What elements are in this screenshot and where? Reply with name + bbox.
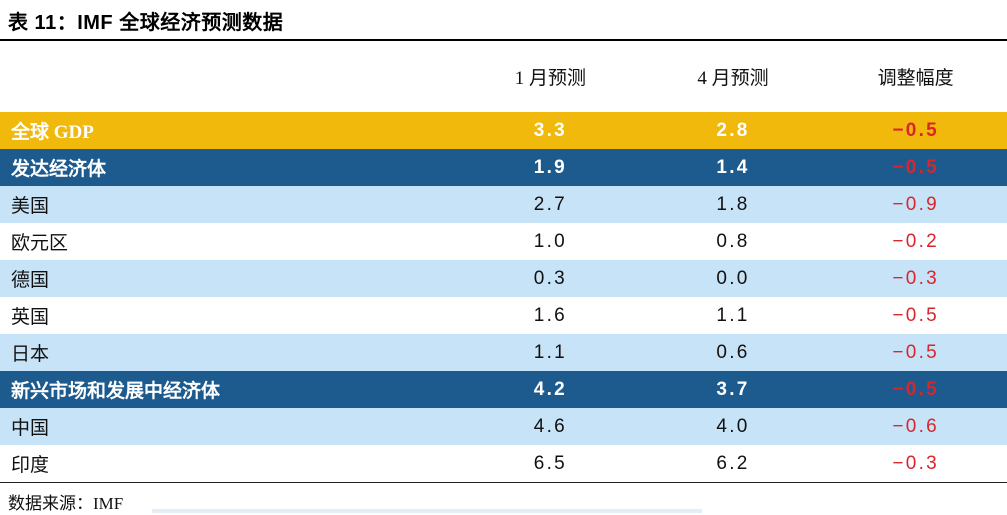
table-body: 全球 GDP 3.3 2.8 −0.5 发达经济体 1.9 1.4 −0.5 美… — [0, 112, 1007, 482]
adjustment-cell: −0.9 — [892, 193, 939, 215]
january-forecast-cell: 2.7 — [533, 193, 568, 215]
table-row: 美国 2.7 1.8 −0.9 — [0, 186, 1007, 223]
april-forecast-cell: 3.7 — [716, 378, 750, 400]
table-row: 英国 1.6 1.1 −0.5 — [0, 297, 1007, 334]
bottom-edge-artifact — [152, 509, 702, 513]
table-row: 印度 6.5 6.2 −0.3 — [0, 445, 1007, 482]
january-forecast-cell: 3.3 — [533, 119, 568, 141]
adjustment-cell: −0.6 — [892, 415, 939, 437]
row-label: 美国 — [11, 196, 50, 217]
april-forecast-cell: 6.2 — [716, 452, 750, 474]
january-forecast-cell: 1.9 — [533, 156, 568, 178]
row-label: 新兴市场和发展中经济体 — [11, 381, 221, 402]
january-forecast-cell: 1.1 — [533, 341, 568, 363]
table-row: 新兴市场和发展中经济体 4.2 3.7 −0.5 — [0, 371, 1007, 408]
april-forecast-cell: 1.1 — [716, 304, 750, 326]
table-row: 德国 0.3 0.0 −0.3 — [0, 260, 1007, 297]
column-header-january-forecast: 1 月预测 — [459, 41, 642, 112]
adjustment-cell: −0.5 — [892, 341, 939, 363]
row-label: 日本 — [11, 344, 50, 365]
table-title: 表 11：IMF 全球经济预测数据 — [8, 12, 284, 34]
january-forecast-cell: 1.0 — [533, 230, 568, 252]
april-forecast-cell: 0.8 — [716, 230, 750, 252]
column-header-blank — [0, 41, 460, 112]
row-label: 英国 — [11, 307, 50, 328]
january-forecast-cell: 4.2 — [533, 378, 568, 400]
april-forecast-cell: 0.6 — [716, 341, 750, 363]
adjustment-cell: −0.3 — [892, 267, 939, 289]
table-row: 发达经济体 1.9 1.4 −0.5 — [0, 149, 1007, 186]
footer-divider — [0, 482, 1007, 483]
adjustment-cell: −0.5 — [892, 378, 939, 400]
january-forecast-cell: 1.6 — [533, 304, 568, 326]
table-row: 日本 1.1 0.6 −0.5 — [0, 334, 1007, 371]
january-forecast-cell: 6.5 — [533, 452, 568, 474]
data-source-note: 数据来源：IMF — [8, 494, 124, 513]
title-divider — [0, 39, 1007, 41]
row-label: 中国 — [11, 418, 50, 439]
table-row: 中国 4.6 4.0 −0.6 — [0, 408, 1007, 445]
april-forecast-cell: 0.0 — [716, 267, 750, 289]
row-label: 欧元区 — [11, 233, 69, 254]
column-header-adjustment: 调整幅度 — [824, 41, 1007, 112]
row-label: 德国 — [11, 270, 50, 291]
forecast-table: 1 月预测 4 月预测 调整幅度 全球 GDP 3.3 2.8 −0.5 发达经… — [0, 41, 1007, 482]
january-forecast-cell: 4.6 — [533, 415, 568, 437]
adjustment-cell: −0.2 — [892, 230, 939, 252]
april-forecast-cell: 4.0 — [716, 415, 750, 437]
row-label: 全球 GDP — [11, 122, 94, 143]
april-forecast-cell: 2.8 — [716, 119, 750, 141]
row-label: 发达经济体 — [11, 159, 107, 180]
adjustment-cell: −0.3 — [892, 452, 939, 474]
april-forecast-cell: 1.4 — [716, 156, 750, 178]
adjustment-cell: −0.5 — [892, 304, 939, 326]
row-label: 印度 — [11, 455, 50, 476]
table-header: 1 月预测 4 月预测 调整幅度 — [0, 41, 1007, 112]
january-forecast-cell: 0.3 — [533, 267, 568, 289]
table-row: 全球 GDP 3.3 2.8 −0.5 — [0, 112, 1007, 149]
column-header-april-forecast: 4 月预测 — [641, 41, 825, 112]
adjustment-cell: −0.5 — [892, 156, 939, 178]
table-row: 欧元区 1.0 0.8 −0.2 — [0, 223, 1007, 260]
adjustment-cell: −0.5 — [892, 119, 939, 141]
april-forecast-cell: 1.8 — [716, 193, 750, 215]
